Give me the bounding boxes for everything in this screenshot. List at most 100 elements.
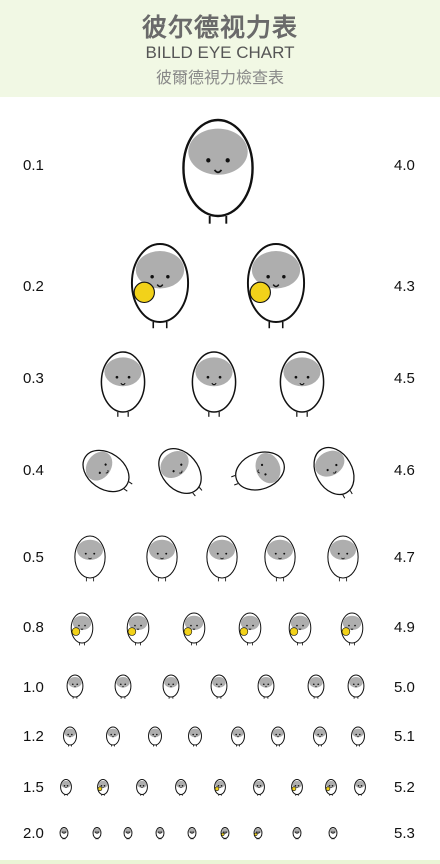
head-shade bbox=[195, 357, 233, 387]
eye bbox=[67, 733, 69, 736]
head-shade bbox=[104, 357, 142, 387]
eye bbox=[126, 831, 128, 833]
eye bbox=[95, 831, 97, 833]
eye bbox=[297, 831, 299, 833]
eye bbox=[119, 683, 122, 686]
foot bbox=[231, 475, 236, 478]
foot bbox=[123, 488, 128, 492]
chart-title-traditional: 彼爾德視力檢查表 bbox=[155, 68, 284, 87]
chick-figure bbox=[214, 779, 226, 796]
chick-figure bbox=[155, 827, 165, 840]
head-shade bbox=[148, 539, 176, 560]
head-shade bbox=[283, 357, 321, 387]
acuity-label-left: 1.0 bbox=[23, 679, 44, 696]
eye bbox=[190, 831, 192, 833]
chick-figure bbox=[60, 779, 72, 796]
head-shade bbox=[64, 728, 76, 738]
chick-figure bbox=[59, 827, 69, 840]
mouth bbox=[179, 470, 183, 474]
chick-figure bbox=[162, 674, 180, 699]
mouth bbox=[121, 686, 125, 688]
eye bbox=[321, 733, 323, 736]
yellow-toy bbox=[183, 627, 193, 636]
chick-figure bbox=[220, 827, 230, 840]
eye bbox=[352, 683, 355, 686]
footer-bar bbox=[0, 860, 440, 864]
head-shade bbox=[128, 615, 148, 631]
eye bbox=[196, 733, 198, 736]
acuity-label-right: 5.0 bbox=[394, 679, 415, 696]
eye bbox=[71, 733, 73, 736]
mouth bbox=[332, 470, 337, 474]
eye bbox=[317, 683, 320, 686]
foot bbox=[234, 483, 239, 486]
mouth bbox=[88, 557, 92, 560]
head-shade bbox=[309, 676, 323, 688]
eye bbox=[360, 785, 363, 787]
head-shade bbox=[215, 780, 225, 789]
chick-figure bbox=[253, 827, 263, 840]
mouth bbox=[341, 557, 345, 560]
mouth bbox=[192, 628, 196, 630]
mouth bbox=[120, 382, 126, 386]
eye bbox=[190, 624, 192, 627]
eye bbox=[331, 831, 333, 833]
eye bbox=[158, 831, 160, 833]
head-shade bbox=[188, 828, 196, 834]
head-shade bbox=[251, 251, 301, 289]
acuity-label-left: 0.4 bbox=[23, 462, 44, 479]
mouth bbox=[314, 686, 318, 688]
head-shade bbox=[315, 450, 345, 477]
chick-figure bbox=[253, 779, 265, 796]
eye bbox=[165, 552, 168, 555]
chick-figure bbox=[148, 726, 162, 747]
head-shade bbox=[329, 828, 337, 834]
chick-figure bbox=[130, 243, 190, 329]
eye bbox=[297, 785, 300, 787]
eye bbox=[225, 552, 228, 555]
acuity-label-right: 4.6 bbox=[394, 462, 415, 479]
eye bbox=[306, 375, 310, 379]
head-shade bbox=[149, 728, 161, 738]
mouth bbox=[299, 382, 305, 386]
chick-figure bbox=[206, 535, 238, 582]
eye bbox=[302, 624, 304, 627]
yellow-toy bbox=[325, 786, 331, 792]
eye bbox=[337, 552, 340, 555]
foot bbox=[128, 481, 133, 485]
eye bbox=[98, 471, 101, 474]
chick-figure bbox=[354, 779, 366, 796]
acuity-label-left: 0.8 bbox=[23, 619, 44, 636]
mouth bbox=[169, 686, 173, 688]
head-shade bbox=[164, 676, 178, 688]
eye bbox=[66, 785, 69, 787]
head-shade bbox=[290, 615, 310, 631]
eye bbox=[274, 552, 277, 555]
chick-figure bbox=[238, 612, 262, 646]
head-shade bbox=[61, 780, 71, 789]
eye bbox=[180, 463, 183, 466]
head-shade bbox=[208, 539, 236, 560]
eye bbox=[114, 733, 116, 736]
eye bbox=[354, 624, 356, 627]
chick-figure bbox=[82, 449, 133, 493]
eye bbox=[359, 733, 361, 736]
eye bbox=[206, 375, 210, 379]
eye bbox=[258, 831, 260, 833]
chick-figure bbox=[97, 779, 109, 796]
eye bbox=[196, 624, 198, 627]
eye bbox=[279, 733, 281, 736]
head-shade bbox=[212, 676, 226, 688]
eye bbox=[296, 624, 298, 627]
eye bbox=[64, 831, 66, 833]
head-shade bbox=[60, 828, 68, 834]
chick-figure bbox=[114, 674, 132, 699]
chick-figure bbox=[307, 674, 325, 699]
head-shade bbox=[135, 251, 185, 289]
foot bbox=[349, 490, 353, 495]
eye bbox=[262, 683, 265, 686]
head-shade bbox=[329, 539, 357, 560]
eye bbox=[127, 375, 131, 379]
mouth bbox=[213, 169, 223, 174]
